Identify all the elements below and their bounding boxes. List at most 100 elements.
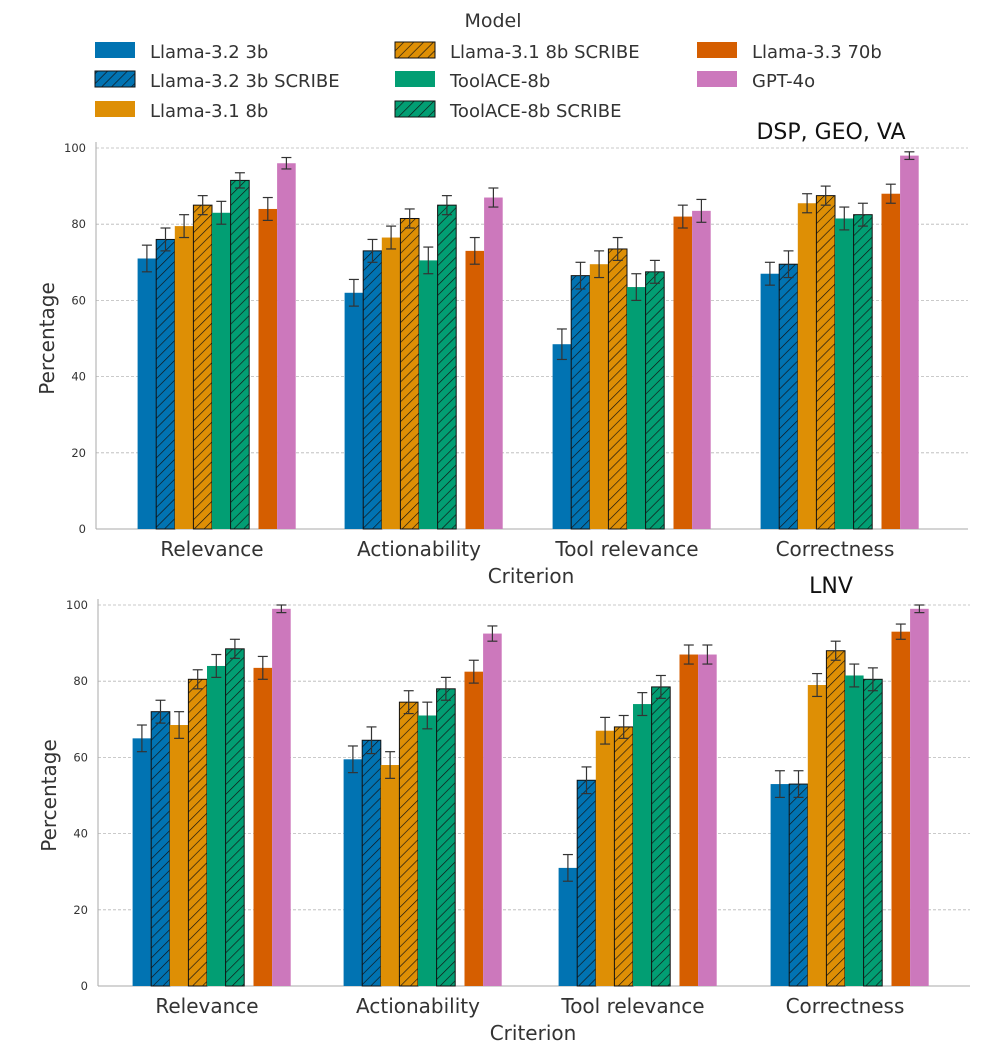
y-axis-label: Percentage: [35, 282, 59, 395]
y-tick-label: 100: [66, 598, 88, 612]
bar: [380, 765, 400, 986]
bar: [361, 739, 382, 987]
bar: [633, 704, 652, 986]
legend-swatch: [395, 71, 435, 87]
x-tick-label: Relevance: [155, 994, 258, 1018]
x-axis-label: Criterion: [490, 1021, 577, 1045]
bar: [484, 197, 503, 529]
bar: [607, 248, 628, 530]
legend-swatch: [394, 100, 436, 118]
bar: [169, 725, 189, 986]
y-tick-label: 40: [73, 827, 88, 841]
legend-item[interactable]: ToolACE-8b SCRIBE: [394, 100, 622, 122]
bar: [253, 667, 273, 986]
legend-item[interactable]: Llama-3.1 8b: [95, 101, 268, 122]
bar: [891, 631, 911, 986]
bar: [418, 715, 437, 986]
bar: [552, 344, 572, 529]
legend-swatch: [394, 41, 436, 59]
bar: [174, 226, 194, 530]
legend-label: GPT-4o: [752, 71, 815, 92]
bar: [483, 633, 502, 986]
chart-title: DSP, GEO, VA: [756, 120, 905, 145]
bar: [192, 204, 213, 530]
legend-swatch: [95, 101, 135, 117]
legend-swatch: [697, 42, 737, 58]
x-tick-label: Relevance: [160, 537, 263, 561]
legend-item[interactable]: GPT-4o: [697, 71, 815, 92]
bar: [645, 271, 665, 530]
bar: [760, 273, 780, 529]
bar: [272, 608, 291, 986]
bar: [698, 654, 717, 986]
y-axis-label: Percentage: [37, 739, 61, 852]
y-tick-label: 0: [79, 522, 86, 536]
bar: [212, 212, 231, 529]
bar: [225, 648, 245, 987]
legend-label: ToolACE-8b SCRIBE: [449, 101, 622, 122]
y-tick-label: 20: [73, 903, 88, 917]
y-tick-label: 80: [73, 674, 88, 688]
legend-item[interactable]: Llama-3.1 8b SCRIBE: [394, 41, 640, 63]
y-tick-label: 60: [73, 750, 88, 764]
legend-swatch: [94, 70, 136, 88]
bar: [835, 218, 854, 530]
bar: [343, 759, 363, 986]
bar: [137, 258, 157, 529]
bar: [613, 726, 634, 987]
legend-label: Llama-3.1 8b: [150, 101, 268, 122]
bar: [576, 779, 597, 987]
legend-item[interactable]: Llama-3.2 3b SCRIBE: [94, 70, 340, 92]
y-tick-label: 80: [71, 217, 86, 231]
bar: [187, 678, 208, 987]
legend-label: Llama-3.2 3b: [150, 42, 268, 63]
bar: [558, 867, 578, 986]
chart-title: LNV: [809, 574, 853, 599]
bar: [881, 193, 901, 529]
bar: [863, 678, 883, 987]
bar: [651, 686, 671, 987]
bar: [399, 217, 420, 530]
x-tick-label: Tool relevance: [554, 537, 698, 561]
legend: Model Llama-3.2 3b Llama-3.2 3b SCRIBE Llam…: [94, 10, 882, 122]
bar: [437, 204, 457, 530]
y-tick-label: 0: [81, 979, 88, 993]
bar: [398, 701, 419, 987]
bar: [362, 250, 383, 530]
bar: [570, 275, 591, 530]
bar: [679, 654, 699, 986]
bar: [207, 665, 226, 986]
legend-title: Model: [464, 10, 521, 32]
bar: [692, 210, 711, 530]
bar: [910, 608, 929, 986]
legend-label: ToolACE-8b: [449, 71, 550, 92]
x-tick-label: Tool relevance: [560, 994, 704, 1018]
bar: [436, 688, 456, 987]
bar: [788, 783, 809, 987]
bar: [465, 250, 485, 529]
bar: [845, 675, 864, 986]
x-tick-label: Actionability: [357, 537, 481, 561]
bar: [277, 163, 296, 530]
legend-item[interactable]: Llama-3.3 70b: [697, 42, 882, 63]
y-tick-label: 100: [64, 141, 86, 155]
bar: [464, 671, 484, 986]
bar: [344, 292, 364, 529]
bar: [673, 216, 693, 529]
bar: [825, 650, 846, 987]
bar: [815, 195, 836, 530]
bar: [419, 260, 438, 529]
bar: [853, 214, 873, 530]
legend-item[interactable]: Llama-3.2 3b: [95, 42, 268, 63]
legend-swatch: [95, 42, 135, 58]
bar: [230, 179, 250, 530]
legend-item[interactable]: ToolACE-8b: [395, 71, 550, 92]
bar: [155, 238, 176, 530]
bar: [150, 711, 171, 987]
legend-label: Llama-3.1 8b SCRIBE: [450, 42, 640, 63]
bar: [770, 784, 790, 986]
bar: [381, 237, 401, 529]
y-tick-label: 20: [71, 446, 86, 460]
bar: [627, 287, 646, 529]
